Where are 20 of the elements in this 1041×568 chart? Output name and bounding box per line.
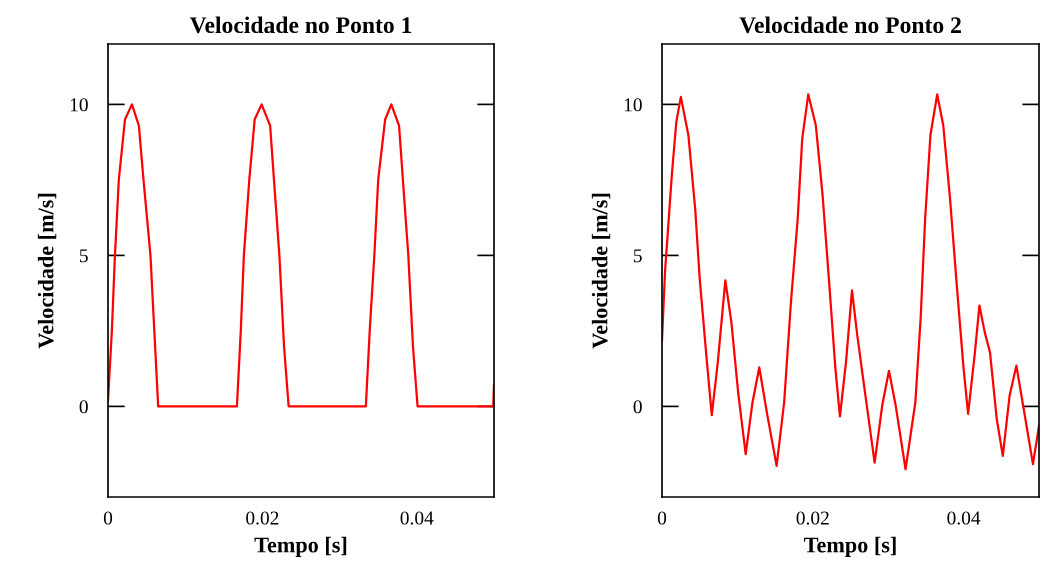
line-series [108,103,494,408]
chart-title: Velocidade no Ponto 1 [189,16,412,34]
x-tick-label: 0.04 [947,511,981,525]
y-tick-label: 0 [79,400,88,414]
y-tick-label: 5 [79,249,88,263]
line-series [662,93,1039,471]
y-tick-label: 5 [633,249,642,263]
chart-title: Velocidade no Ponto 2 [739,16,961,34]
y-tick-label: 10 [624,98,642,112]
x-tick-label: 0.02 [796,511,829,525]
y-axis-title: Velocidade [m/s] [37,193,57,349]
x-axis-title: Tempo [s] [254,536,347,558]
x-tick-label: 0 [103,511,113,525]
x-tick-label: 0.04 [400,511,434,525]
y-tick-label: 10 [70,98,88,112]
y-axis-title: Velocidade [m/s] [591,193,611,349]
x-tick-label: 0 [657,511,667,525]
y-tick-label: 0 [633,400,642,414]
x-tick-label: 0.02 [246,511,279,525]
x-axis-title: Tempo [s] [804,536,896,558]
